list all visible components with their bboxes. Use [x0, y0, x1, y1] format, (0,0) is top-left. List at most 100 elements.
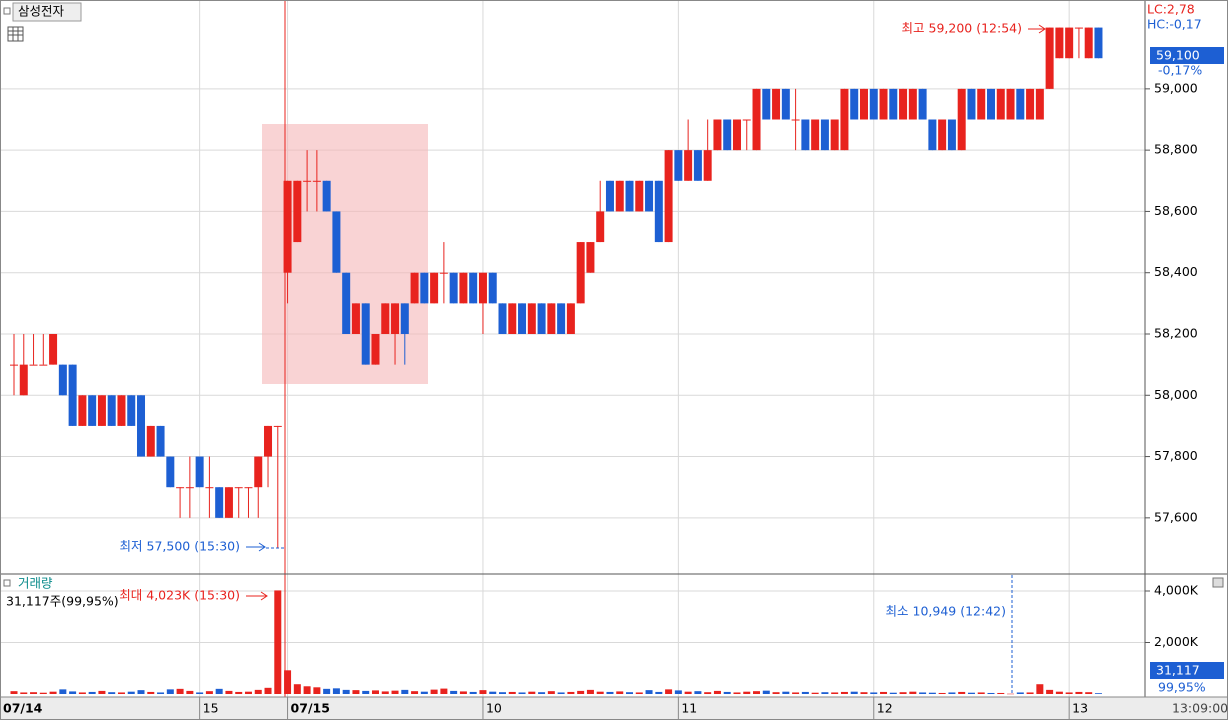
close-button[interactable] — [1212, 577, 1224, 588]
candle-body — [811, 119, 820, 151]
candle-body — [1006, 88, 1015, 120]
volume-bar — [674, 690, 682, 694]
x-tick-label: 07/15 — [291, 701, 330, 716]
volume-bar — [645, 690, 653, 694]
volume-bar — [499, 692, 506, 694]
candle-body — [908, 88, 917, 120]
candle-body — [420, 272, 429, 304]
volume-bar — [743, 691, 751, 694]
low-arrow — [246, 542, 266, 552]
volume-bar — [831, 692, 839, 694]
high-annotation: 최고 59,200 (12:54) — [902, 21, 1022, 36]
candle-body — [723, 119, 732, 151]
title-box[interactable] — [12, 2, 82, 22]
volume-bar — [59, 689, 67, 694]
volume-bar — [440, 688, 448, 694]
volume-bar — [801, 691, 809, 694]
candle-body — [957, 88, 966, 151]
volume-bar — [108, 692, 116, 694]
candle-body — [596, 211, 605, 243]
candle-body — [78, 395, 87, 426]
candle-body — [254, 456, 263, 488]
volume-bar — [626, 692, 634, 694]
candle-body — [557, 303, 566, 334]
candle-body — [625, 180, 634, 212]
candle-body — [537, 303, 546, 334]
candle-body — [478, 272, 487, 304]
candle-body — [772, 88, 781, 120]
candle-body — [97, 395, 106, 426]
max-annotation: 최대 4,023K (15:30) — [119, 588, 240, 603]
legend-lc: LC:2,78 — [1147, 2, 1195, 17]
y-tick-label: 57,600 — [1154, 509, 1198, 524]
volume-bar — [39, 692, 47, 694]
volume-bar — [704, 692, 712, 694]
candle-body — [107, 395, 116, 426]
candle-body — [351, 303, 360, 334]
candle-body — [439, 272, 448, 274]
volume-bar — [1036, 684, 1044, 694]
volume-bar — [772, 692, 780, 694]
volume-bar — [782, 691, 790, 694]
change: -0,17% — [1158, 63, 1202, 78]
y-tick-label: 59,000 — [1154, 80, 1198, 95]
candle-body — [342, 272, 351, 334]
candle-body — [508, 303, 517, 334]
candle-body — [791, 119, 800, 121]
volume-bar — [450, 690, 458, 694]
candle-body — [938, 119, 947, 151]
volume-bar — [616, 691, 624, 694]
candle-body — [88, 395, 97, 426]
volume-bar — [723, 691, 731, 694]
volume-bar — [1055, 691, 1063, 694]
candle-body — [645, 180, 654, 212]
volume-bar — [538, 692, 546, 694]
volume-bar — [606, 691, 614, 694]
candle-body — [244, 487, 253, 489]
calendar-icon[interactable] — [7, 26, 24, 42]
volume-bar — [362, 690, 370, 694]
volume-bar — [762, 690, 770, 694]
volume-bar — [430, 689, 438, 694]
volume-bar — [235, 691, 243, 694]
candle-body — [224, 487, 233, 518]
candle-body — [264, 425, 273, 457]
candle-body — [762, 88, 771, 120]
volume-bar — [10, 691, 18, 694]
candle-body — [654, 180, 663, 243]
x-tick-label: 11 — [681, 701, 697, 716]
candle-body — [371, 333, 380, 365]
candle-body — [195, 456, 204, 488]
volume-bar — [117, 692, 125, 694]
candle-body — [996, 88, 1005, 120]
volume-bar — [342, 689, 350, 694]
candle-body — [205, 487, 214, 489]
candle-body — [146, 425, 155, 457]
candle-body — [39, 364, 48, 366]
volume-bar — [977, 692, 985, 694]
volume-bar — [948, 692, 956, 694]
x-tick-label: 10 — [486, 701, 502, 716]
candle-body — [615, 180, 624, 212]
y-tick-label: 57,800 — [1154, 448, 1198, 463]
candle-body — [987, 88, 995, 120]
candle-body — [547, 303, 556, 334]
volume-bar — [225, 690, 233, 694]
volume-bar — [655, 691, 663, 694]
volume-bar — [713, 690, 721, 694]
candle-body — [752, 88, 761, 151]
volume-bar — [127, 691, 135, 694]
candle-body — [156, 425, 165, 457]
volume-bar — [1016, 692, 1024, 694]
candle-body — [185, 487, 194, 489]
volume-bar — [528, 691, 536, 694]
volume-bar — [1046, 689, 1054, 694]
volume-bar — [69, 691, 77, 694]
volume-bar — [391, 690, 399, 694]
candle-body — [312, 180, 321, 182]
candle-body — [693, 150, 702, 181]
candle-body — [381, 303, 390, 334]
volume-bar — [78, 692, 86, 694]
volume-bar — [557, 692, 565, 694]
candle-body — [1055, 27, 1064, 59]
